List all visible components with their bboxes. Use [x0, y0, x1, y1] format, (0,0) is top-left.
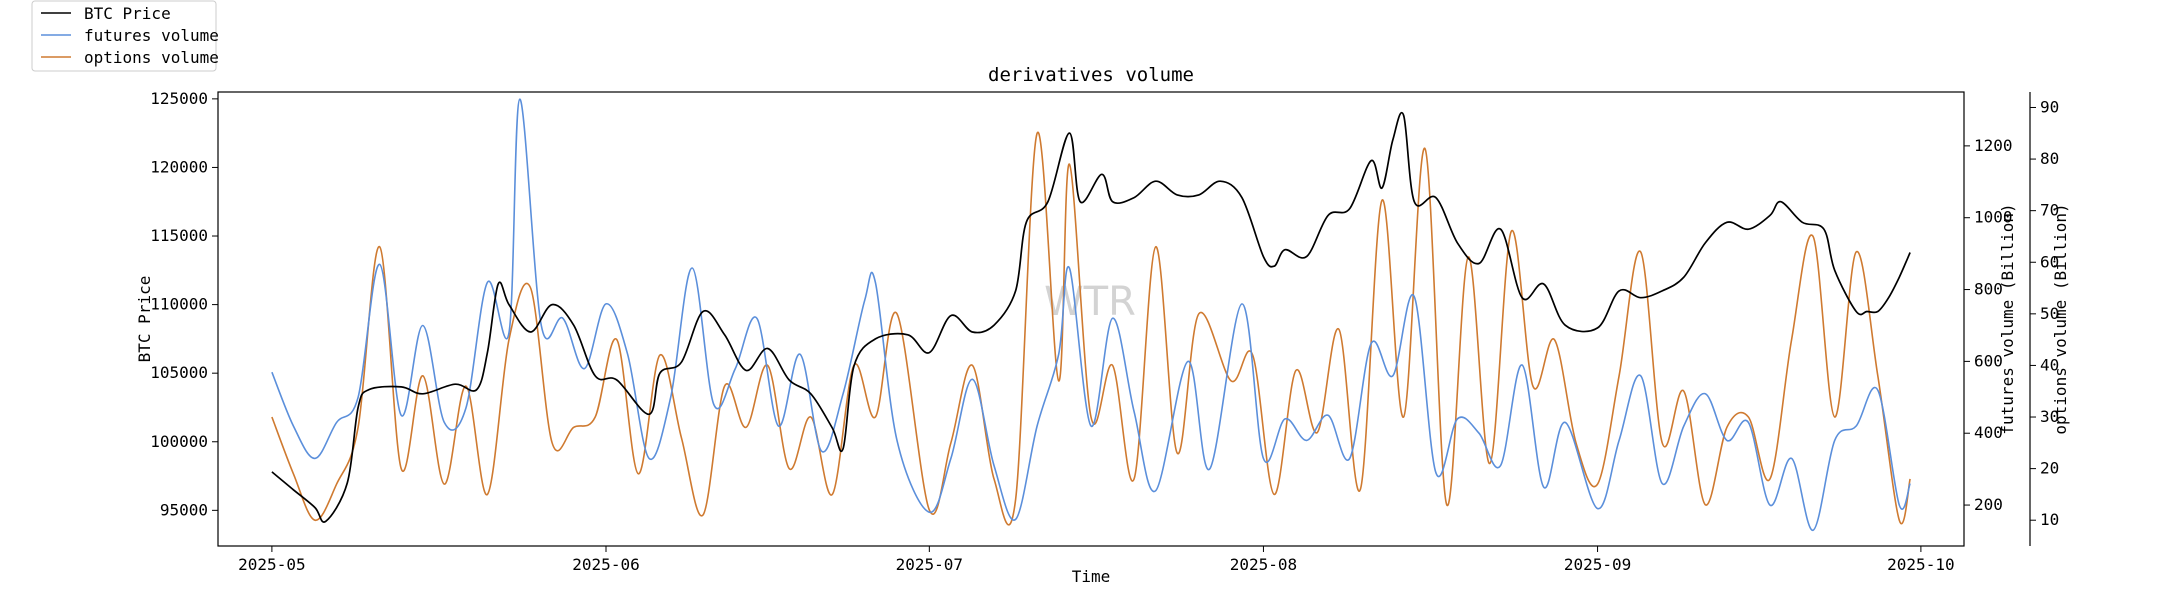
- x-tick-label: 2025-09: [1564, 555, 1631, 574]
- chart-title: derivatives volume: [988, 64, 1194, 86]
- left-axis-ticks: 95000 100000 105000 110000 115000 120000 12500…: [150, 89, 218, 519]
- x-tick-label: 2025-07: [896, 555, 963, 574]
- futures-axis-label: futures volume (Billion): [1998, 203, 2017, 434]
- futures-tick-label: 200: [1974, 495, 2003, 514]
- x-tick-label: 2025-05: [238, 555, 305, 574]
- x-axis-label: Time: [1072, 567, 1111, 586]
- legend-label-btc-price: BTC Price: [84, 4, 171, 23]
- futures-tick-label: 600: [1974, 351, 2003, 370]
- plot-lines: [271, 98, 1911, 532]
- options-tick-label: 60: [2040, 252, 2059, 271]
- options-axis-label: options volume (Billion): [2051, 203, 2070, 434]
- plot-frame: [217, 91, 1965, 547]
- left-tick-label: 115000: [150, 226, 208, 245]
- options-tick-label: 10: [2040, 510, 2059, 529]
- left-axis-label: BTC Price: [135, 276, 154, 363]
- options-axis-ticks: 10 20 30 40 50 60 70 80 90: [2030, 97, 2059, 529]
- left-tick-label: 95000: [160, 500, 208, 519]
- series-line-options-volume: [271, 131, 1911, 526]
- options-tick-label: 20: [2040, 459, 2059, 478]
- series-line-btc-price: [271, 112, 1911, 523]
- left-tick-label: 110000: [150, 295, 208, 314]
- x-tick-label: 2025-10: [1887, 555, 1954, 574]
- options-tick-label: 80: [2040, 149, 2059, 168]
- options-tick-label: 40: [2040, 355, 2059, 374]
- left-tick-label: 105000: [150, 363, 208, 382]
- options-tick-label: 50: [2040, 304, 2059, 323]
- legend-frame: [31, 0, 217, 72]
- options-tick-label: 30: [2040, 407, 2059, 426]
- legend: BTC Price futures volume options volume: [31, 0, 219, 72]
- left-tick-label: 100000: [150, 432, 208, 451]
- options-tick-label: 70: [2040, 201, 2059, 220]
- legend-label-options-volume: options volume: [84, 48, 219, 67]
- left-tick-label: 120000: [150, 157, 208, 176]
- futures-tick-label: 800: [1974, 280, 2003, 299]
- watermark-text: WTR: [1044, 279, 1136, 325]
- left-tick-label: 125000: [150, 89, 208, 108]
- x-axis-ticks: 2025-05 2025-06 2025-07 2025-08 2025-09 2025-…: [238, 546, 1955, 574]
- futures-tick-label: 1200: [1974, 136, 2013, 155]
- x-tick-label: 2025-08: [1230, 555, 1297, 574]
- futures-tick-label: 1000: [1974, 208, 2013, 227]
- options-tick-label: 90: [2040, 97, 2059, 116]
- series-line-futures-volume: [271, 98, 1911, 532]
- legend-label-futures-volume: futures volume: [84, 26, 219, 45]
- futures-tick-label: 400: [1974, 423, 2003, 442]
- futures-axis-ticks: 200 400 600 800 1000 1200: [1964, 136, 2013, 514]
- x-tick-label: 2025-06: [572, 555, 639, 574]
